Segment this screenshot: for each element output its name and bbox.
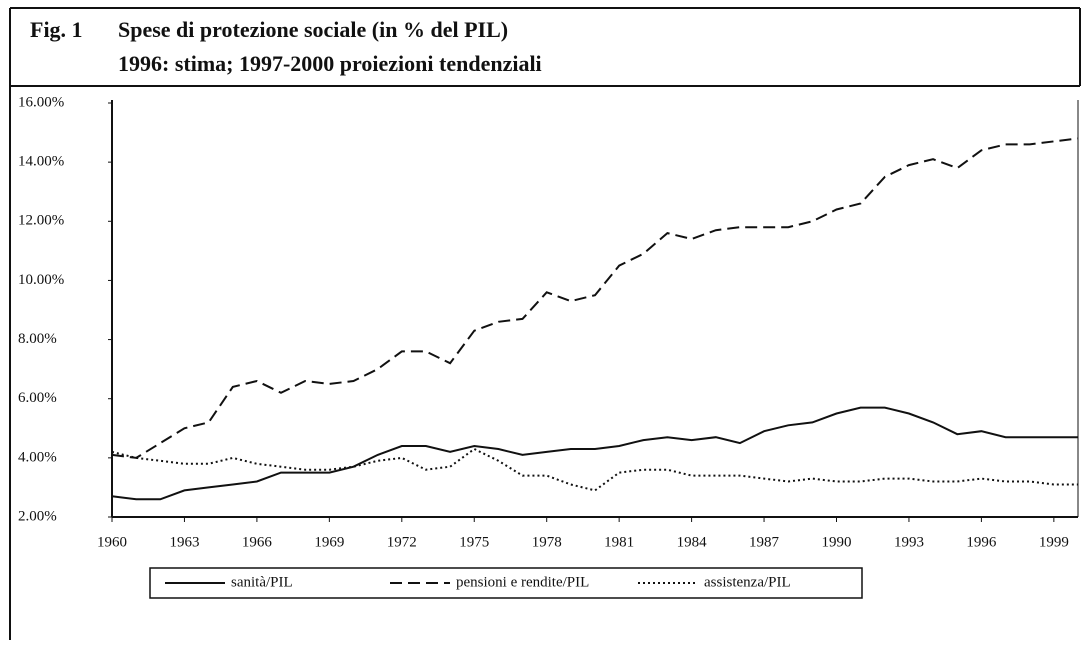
- x-tick-label: 1996: [966, 534, 997, 550]
- x-tick-label: 1999: [1039, 534, 1069, 550]
- x-tick-label: 1978: [532, 534, 562, 550]
- x-tick-label: 1972: [387, 534, 417, 550]
- y-tick-label: 16.00%: [18, 94, 64, 110]
- figure-label: Fig. 1: [30, 17, 83, 42]
- y-tick-label: 14.00%: [18, 154, 64, 170]
- x-tick-label: 1966: [242, 534, 273, 550]
- y-tick-label: 12.00%: [18, 213, 64, 229]
- x-tick-label: 1993: [894, 534, 924, 550]
- series-line: [111, 447, 1078, 492]
- x-tick-label: 1981: [604, 534, 634, 550]
- y-tick-label: 10.00%: [18, 272, 64, 288]
- x-tick-label: 1984: [677, 534, 708, 550]
- y-tick-label: 6.00%: [18, 390, 57, 406]
- y-tick-label: 2.00%: [18, 508, 57, 524]
- legend-label: sanità/PIL: [231, 574, 293, 590]
- chart-subtitle: 1996: stima; 1997-2000 proiezioni tenden…: [118, 51, 542, 76]
- x-tick-label: 1990: [822, 534, 852, 550]
- chart-title: Spese di protezione sociale (in % del PI…: [118, 17, 508, 42]
- series-line: [111, 137, 1079, 459]
- legend-box: [149, 567, 863, 599]
- frame: [9, 7, 1081, 640]
- x-tick-label: 1975: [459, 534, 489, 550]
- x-tick-label: 1960: [97, 534, 127, 550]
- x-tick-label: 1969: [314, 534, 344, 550]
- x-tick-label: 1963: [169, 534, 199, 550]
- y-tick-label: 8.00%: [18, 331, 57, 347]
- series-line: [111, 406, 1078, 501]
- x-tick-label: 1987: [749, 534, 780, 550]
- plot-frame: [111, 100, 1079, 518]
- legend-label: assistenza/PIL: [704, 574, 791, 590]
- legend-label: pensioni e rendite/PIL: [456, 574, 589, 590]
- y-tick-label: 4.00%: [18, 449, 57, 465]
